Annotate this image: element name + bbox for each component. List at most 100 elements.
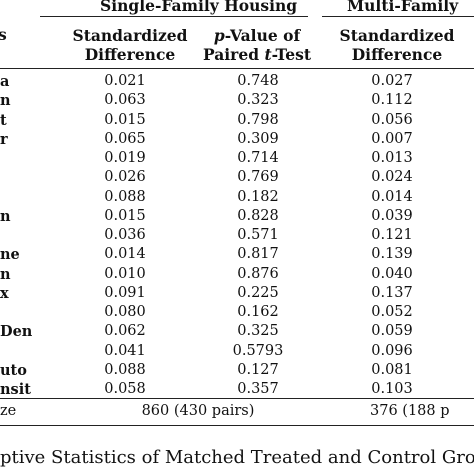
table-row: uto 0.088 0.127 0.081 [0, 362, 474, 380]
sample-size-sf: 860 (430 pairs) [141, 403, 255, 419]
std-diff-mf-cell: 0.040 [371, 265, 413, 282]
std-diff-mf-cell: 0.059 [371, 323, 413, 340]
pvalue-sf-cell: 0.162 [237, 304, 279, 320]
row-label: r [0, 130, 8, 148]
sample-size-mf: 376 (188 p [370, 403, 450, 419]
std-diff-sf-cell: 0.026 [104, 169, 146, 186]
std-diff-mf-cell: 0.014 [371, 188, 413, 205]
table-row: ne 0.014 0.817 0.139 [0, 246, 474, 264]
std-diff-mf-cell: 0.121 [371, 227, 413, 243]
pvalue-header-line1: p-Value of [213, 26, 301, 45]
pvalue-sf-cell: 0.309 [237, 130, 279, 147]
std-diff-header-sf: Standardized Difference [55, 26, 205, 64]
row-label: t [0, 111, 7, 129]
row-label: n [0, 207, 11, 225]
table-row: nsit 0.058 0.357 0.103 [0, 381, 474, 399]
table-row: n 0.010 0.876 0.040 [0, 266, 474, 284]
table-row: 0.019 0.714 0.013 [0, 150, 474, 168]
std-diff-mf-cell: 0.112 [371, 92, 413, 109]
row-label: ne [0, 246, 20, 264]
pvalue-sf-cell: 0.325 [237, 323, 279, 340]
pvalue-sf-cell: 0.876 [237, 265, 279, 282]
table-row: 0.088 0.182 0.014 [0, 189, 474, 207]
std-diff-sf-cell: 0.080 [104, 304, 146, 320]
pvalue-sf-cell: 0.769 [237, 169, 279, 186]
std-diff-mf-cell: 0.013 [371, 150, 413, 166]
std-diff-mf-cell: 0.137 [371, 284, 413, 301]
std-diff-header-line2: Difference [84, 45, 176, 64]
std-diff-sf-cell: 0.010 [104, 265, 146, 282]
multi-family-header: Multi-Family [347, 0, 459, 15]
table-row: 0.041 0.5793 0.096 [0, 343, 474, 361]
pvalue-sf-cell: 0.571 [237, 227, 279, 243]
std-diff-sf-cell: 0.063 [104, 92, 146, 109]
table-row: 0.036 0.571 0.121 [0, 227, 474, 245]
std-diff-sf-cell: 0.088 [104, 188, 146, 205]
std-diff-mf-cell: 0.027 [371, 73, 413, 89]
std-diff-sf-cell: 0.091 [104, 284, 146, 301]
std-diff-sf-cell: 0.036 [104, 227, 146, 243]
table-row: x 0.091 0.225 0.137 [0, 285, 474, 303]
pvalue-sf-cell: 0.357 [237, 381, 279, 397]
std-diff-sf-cell: 0.014 [104, 246, 146, 263]
table-bottom-rule [0, 425, 474, 426]
pvalue-sf-cell: 0.127 [237, 361, 279, 378]
pvalue-sf-cell: 0.817 [237, 246, 279, 263]
table-row: Den 0.062 0.325 0.059 [0, 323, 474, 341]
pvalue-sf-cell: 0.748 [237, 73, 279, 89]
table-row: 0.026 0.769 0.024 [0, 169, 474, 187]
sample-size-top-rule [0, 398, 474, 399]
variable-column-header: s [0, 25, 7, 44]
multi-family-rule [322, 16, 474, 17]
std-diff-sf-cell: 0.065 [104, 130, 146, 147]
std-diff-mf-cell: 0.081 [371, 361, 413, 378]
std-diff-mf-cell: 0.052 [371, 304, 413, 320]
row-label: Den [0, 323, 33, 341]
row-label: x [0, 284, 9, 302]
row-label: uto [0, 361, 27, 379]
pvalue-sf-cell: 0.323 [237, 92, 279, 109]
std-diff-sf-cell: 0.015 [104, 207, 146, 224]
single-family-header: Single-Family Housing [100, 0, 298, 15]
pvalue-sf-cell: 0.225 [237, 284, 279, 301]
std-diff-mf-cell: 0.039 [371, 207, 413, 224]
std-diff-header-line1: Standardized [339, 26, 455, 45]
std-diff-mf-cell: 0.096 [371, 342, 413, 359]
std-diff-sf-cell: 0.058 [104, 381, 146, 397]
table-row: n 0.015 0.828 0.039 [0, 208, 474, 226]
pvalue-sf-cell: 0.798 [237, 111, 279, 128]
std-diff-mf-cell: 0.139 [371, 246, 413, 263]
std-diff-mf-cell: 0.007 [371, 130, 413, 147]
pvalue-sf-cell: 0.5793 [232, 342, 284, 359]
table-row: a 0.021 0.748 0.027 [0, 73, 474, 91]
std-diff-sf-cell: 0.015 [104, 111, 146, 128]
pvalue-sf-cell: 0.828 [237, 207, 279, 224]
table-row: n 0.063 0.323 0.112 [0, 92, 474, 110]
table-row: t 0.015 0.798 0.056 [0, 112, 474, 130]
row-label: a [0, 73, 10, 90]
table-row: r 0.065 0.309 0.007 [0, 131, 474, 149]
std-diff-header-mf: Standardized Difference [322, 26, 472, 64]
single-family-rule [40, 16, 308, 17]
row-label: nsit [0, 381, 31, 398]
std-diff-mf-cell: 0.024 [371, 169, 413, 186]
std-diff-sf-cell: 0.019 [104, 150, 146, 166]
pvalue-header-line2: Paired t-Test [203, 45, 311, 64]
pvalue-sf-cell: 0.714 [237, 150, 279, 166]
table-caption: ptive Statistics of Matched Treated and … [0, 447, 474, 468]
pvalue-sf-cell: 0.182 [237, 188, 279, 205]
table-row: 0.080 0.162 0.052 [0, 304, 474, 322]
row-label: n [0, 265, 11, 283]
std-diff-sf-cell: 0.021 [104, 73, 146, 89]
std-diff-mf-cell: 0.103 [371, 381, 413, 397]
header-bottom-rule [0, 68, 474, 69]
std-diff-sf-cell: 0.062 [104, 323, 146, 340]
pvalue-header-sf: p-Value of Paired t-Test [182, 26, 332, 64]
std-diff-mf-cell: 0.056 [371, 111, 413, 128]
std-diff-sf-cell: 0.088 [104, 361, 146, 378]
row-label: n [0, 92, 11, 110]
std-diff-sf-cell: 0.041 [104, 342, 146, 359]
sample-size-label: ze [0, 403, 17, 419]
std-diff-header-line2: Difference [351, 45, 443, 64]
